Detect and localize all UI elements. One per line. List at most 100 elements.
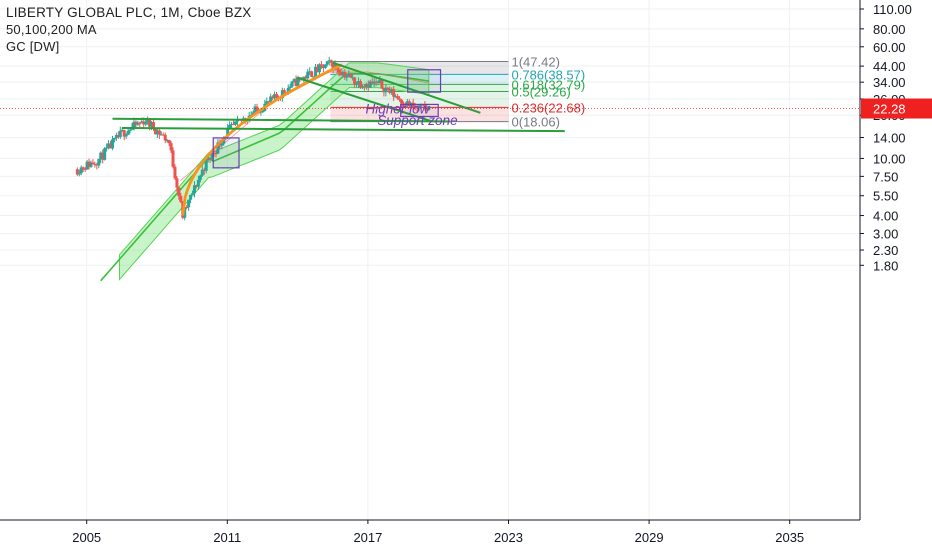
candle [394, 94, 398, 98]
last-price-label: 22.28 [873, 102, 906, 117]
candle [204, 159, 208, 174]
y-tick-label: 5.50 [873, 189, 898, 204]
candle [85, 160, 89, 170]
candle [187, 199, 191, 211]
candle [165, 138, 169, 143]
candle [175, 176, 179, 192]
candle [230, 121, 234, 128]
candle [112, 137, 116, 143]
candle [232, 120, 236, 126]
candle [345, 73, 349, 82]
candle [110, 135, 114, 151]
candle [294, 75, 298, 87]
fib-level-label: 1(47.42) [512, 54, 560, 69]
candle [417, 105, 421, 111]
candle [157, 127, 161, 140]
channel-line[interactable] [332, 61, 481, 114]
candle [341, 70, 345, 76]
candle [91, 159, 95, 165]
candle [179, 192, 183, 204]
candle [169, 140, 173, 153]
trend-lines[interactable] [112, 61, 565, 133]
candle [355, 81, 359, 88]
candle [349, 73, 353, 78]
candle [368, 79, 372, 88]
candle [214, 150, 218, 158]
x-tick-label: 2023 [494, 530, 523, 545]
candle [128, 129, 132, 134]
channel-line[interactable] [297, 76, 432, 123]
candle [177, 186, 181, 200]
candle [306, 68, 310, 81]
y-tick-label: 44.00 [873, 59, 906, 74]
growth-arc[interactable] [181, 63, 343, 216]
candle [366, 80, 370, 91]
candle [316, 64, 320, 73]
axes: 110.0080.0060.0044.0034.0026.0020.0014.0… [0, 0, 912, 545]
candle [163, 132, 167, 144]
candle [93, 161, 97, 168]
candle [105, 143, 109, 152]
candle [77, 169, 81, 177]
candle [288, 83, 292, 92]
candle [97, 158, 101, 169]
candle [351, 73, 355, 81]
orange-arc-line[interactable] [181, 63, 343, 216]
highlight-box[interactable] [400, 103, 439, 118]
y-tick-label: 7.50 [873, 169, 898, 184]
grid-lines [0, 0, 860, 520]
candle [339, 68, 343, 76]
x-tick-label: 2011 [213, 530, 241, 545]
candle [423, 101, 427, 111]
candle [155, 129, 159, 139]
candle [280, 87, 284, 102]
fib-zone [330, 84, 509, 92]
candle [396, 94, 400, 100]
candle [405, 98, 409, 108]
candle [200, 165, 204, 177]
candle [173, 164, 177, 180]
highlight-box[interactable] [212, 137, 240, 169]
candle [427, 105, 431, 111]
fib-level-label: 0.786(38.57) [512, 67, 586, 82]
candle [89, 160, 93, 168]
candle [353, 76, 357, 88]
candle [392, 86, 396, 102]
candle [210, 152, 214, 162]
fib-zone [330, 61, 509, 75]
x-tick-label: 2035 [775, 530, 804, 545]
candle [122, 129, 126, 141]
candle [384, 84, 388, 97]
candle [325, 61, 329, 67]
candle [310, 70, 314, 78]
candle [399, 98, 403, 107]
candle [138, 121, 142, 128]
y-tick-label: 3.00 [873, 226, 898, 241]
highlight-boxes[interactable] [212, 69, 442, 169]
candle [370, 77, 374, 85]
candle [196, 175, 200, 191]
y-tick-label: 110.00 [873, 2, 912, 17]
candle [290, 81, 294, 88]
candle [109, 140, 113, 149]
support-line[interactable] [112, 117, 450, 123]
candle [382, 87, 386, 97]
candle [386, 87, 390, 91]
candle [75, 167, 79, 176]
fib-level-label: 0.5(29.26) [512, 85, 571, 100]
candle [317, 63, 321, 76]
candle [114, 132, 118, 141]
candle [358, 79, 362, 89]
ma-line [100, 72, 429, 282]
candle [81, 166, 85, 173]
moving-average-indicator: 50,100,200 MA [6, 22, 97, 37]
candle [153, 128, 157, 135]
candle [390, 87, 394, 95]
candle [308, 67, 312, 76]
candle [124, 133, 128, 139]
support-line[interactable] [121, 126, 565, 133]
highlight-box[interactable] [407, 69, 442, 93]
candle [202, 167, 206, 176]
